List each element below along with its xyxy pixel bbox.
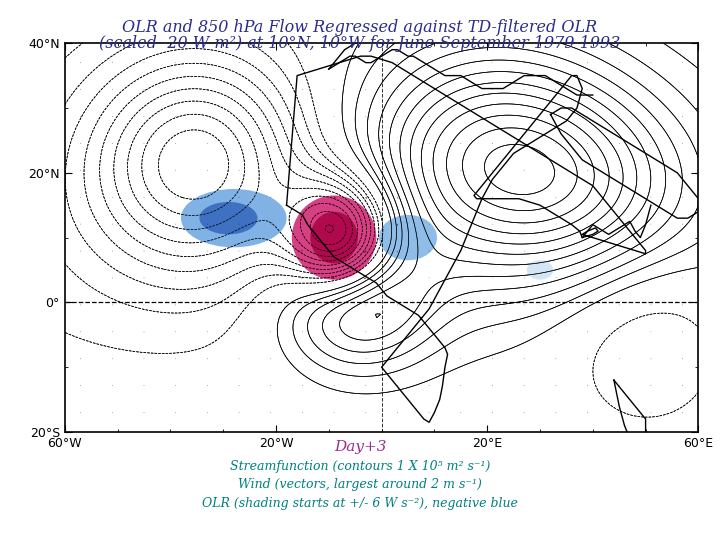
Text: (scaled -20 W m²) at 10°N, 10°W for June-September 1979-1993: (scaled -20 W m²) at 10°N, 10°W for June… [99, 35, 621, 52]
Ellipse shape [199, 202, 258, 234]
Ellipse shape [310, 212, 358, 264]
Text: Day+3: Day+3 [334, 440, 386, 454]
Ellipse shape [181, 189, 287, 247]
Text: OLR (shading starts at +/- 6 W s⁻²), negative blue: OLR (shading starts at +/- 6 W s⁻²), neg… [202, 497, 518, 510]
Text: Streamfunction (contours 1 X 10⁵ m² s⁻¹): Streamfunction (contours 1 X 10⁵ m² s⁻¹) [230, 460, 490, 473]
Text: Wind (vectors, largest around 2 m s⁻¹): Wind (vectors, largest around 2 m s⁻¹) [238, 478, 482, 491]
Ellipse shape [379, 215, 437, 260]
Text: OLR and 850 hPa Flow Regressed against TD-filtered OLR: OLR and 850 hPa Flow Regressed against T… [122, 19, 598, 36]
Ellipse shape [527, 260, 553, 280]
Ellipse shape [292, 195, 377, 280]
